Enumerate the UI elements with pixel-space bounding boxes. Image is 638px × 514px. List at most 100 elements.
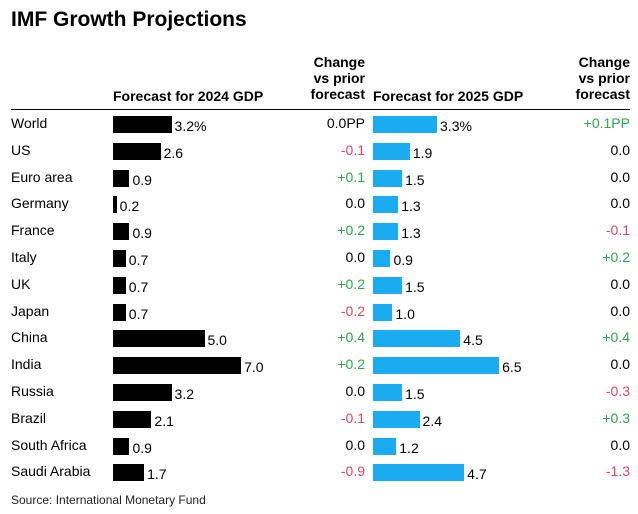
- value-label-2024: 5.0: [207, 332, 227, 349]
- change-2025: +0.4: [602, 329, 630, 346]
- country-label: Saudi Arabia: [11, 463, 91, 480]
- table-row: Russia 3.2 0.0 1.5 -0.3: [0, 378, 638, 405]
- header-change-2025-line: forecast: [575, 86, 630, 102]
- change-2024: 0.0: [345, 436, 365, 453]
- change-2025: 0.0: [610, 168, 630, 185]
- change-2025: +0.2: [602, 248, 630, 265]
- change-2025: 0.0: [610, 275, 630, 292]
- bar-2024: [113, 223, 130, 241]
- header-change-2025-line: Change: [578, 54, 630, 70]
- chart-rows: World 3.2% 0.0PP 3.3% +0.1PP US 2.6 -0.1 1.9 0.0 E…: [0, 110, 638, 485]
- header-change-2024-line: forecast: [310, 86, 365, 102]
- bar-2024: [113, 196, 117, 214]
- value-label-2025: 4.5: [463, 332, 483, 349]
- value-label-2024: 0.7: [128, 278, 149, 295]
- chart-title: IMF Growth Projections: [11, 8, 247, 31]
- change-2025: 0.0: [610, 195, 630, 212]
- change-2025: 0.0: [610, 302, 630, 319]
- country-label: Italy: [11, 248, 37, 265]
- bar-2024: [113, 357, 242, 375]
- table-row: Japan 0.7 -0.2 1.0 0.0: [0, 298, 638, 325]
- bar-2024: [113, 276, 126, 294]
- country-label: Russia: [11, 382, 54, 399]
- change-2025: -0.3: [605, 382, 630, 399]
- table-row: India 7.0 +0.2 6.5 0.0: [0, 351, 638, 378]
- table-row: Euro area 0.9 +0.1 1.5 0.0: [0, 164, 638, 191]
- table-row: China 5.0 +0.4 4.5 +0.4: [0, 324, 638, 351]
- bar-2025: [373, 276, 403, 294]
- bar-2025: [373, 383, 403, 401]
- value-label-2025: 1.9: [412, 144, 433, 161]
- bar-2025: [373, 464, 465, 482]
- bar-2025: [373, 142, 410, 160]
- country-label: Euro area: [11, 168, 73, 185]
- country-label: UK: [11, 275, 31, 292]
- value-label-2025: 0.9: [393, 251, 413, 268]
- table-row: South Africa 0.9 0.0 1.2 0.0: [0, 432, 638, 459]
- bar-2024: [113, 169, 130, 187]
- bar-2025: [373, 330, 461, 348]
- change-2025: 0.0: [610, 356, 630, 373]
- country-label: Japan: [11, 302, 50, 319]
- change-2024: 0.0: [345, 382, 365, 399]
- table-row: Saudi Arabia 1.7 -0.9 4.7 -1.3: [0, 458, 638, 485]
- table-row: Brazil 2.1 -0.1 2.4 +0.3: [0, 405, 638, 432]
- bar-2024: [113, 142, 161, 160]
- country-label: World: [11, 115, 48, 131]
- value-label-2025: 1.3: [401, 225, 421, 242]
- country-label: China: [11, 329, 48, 346]
- value-label-2024: 7.0: [244, 359, 264, 376]
- header-change-2025: Change vs prior forecast: [550, 54, 630, 102]
- header-change-2024-line: Change: [313, 54, 365, 70]
- country-label: Brazil: [11, 409, 47, 426]
- change-2025: 0.0: [610, 436, 630, 453]
- value-label-2024: 0.9: [132, 171, 152, 188]
- bar-2025: [373, 249, 391, 267]
- bar-2024: [113, 116, 172, 133]
- bar-2025: [373, 357, 500, 375]
- header-forecast-2024: Forecast for 2024 GDP: [113, 88, 264, 104]
- value-label-2024: 3.2%: [174, 118, 207, 134]
- value-label-2024: 2.6: [163, 144, 184, 161]
- value-label-2025: 4.7: [467, 466, 487, 483]
- bar-2025: [373, 116, 438, 133]
- value-label-2025: 1.5: [405, 278, 425, 295]
- change-2024: 0.0: [345, 195, 365, 212]
- table-row: UK 0.7 +0.2 1.5 0.0: [0, 271, 638, 298]
- change-2025: -0.1: [605, 222, 630, 239]
- change-2025: -1.3: [605, 463, 630, 480]
- table-row: France 0.9 +0.2 1.3 -0.1: [0, 217, 638, 244]
- table-row: Italy 0.7 0.0 0.9 +0.2: [0, 244, 638, 271]
- value-label-2025: 3.3%: [440, 118, 472, 134]
- value-label-2024: 3.2: [174, 385, 195, 402]
- value-label-2025: 1.2: [399, 439, 419, 456]
- bar-2025: [373, 196, 399, 214]
- value-label-2024: 0.9: [132, 439, 152, 456]
- country-label: Germany: [11, 195, 69, 212]
- value-label-2024: 0.2: [119, 198, 140, 215]
- value-label-2025: 1.0: [395, 305, 415, 322]
- value-label-2024: 1.7: [147, 466, 167, 483]
- country-label: US: [11, 141, 31, 158]
- change-2024: +0.2: [337, 356, 365, 373]
- bar-2024: [113, 464, 145, 482]
- bar-2025: [373, 169, 403, 187]
- bar-2024: [113, 303, 126, 321]
- value-label-2025: 1.5: [405, 171, 425, 188]
- change-2024: -0.1: [340, 409, 365, 426]
- value-label-2024: 0.7: [128, 305, 149, 322]
- bar-2024: [113, 383, 172, 401]
- bar-2025: [373, 410, 420, 428]
- change-2024: -0.1: [340, 141, 365, 158]
- change-2024: +0.1: [337, 168, 365, 185]
- change-2025: 0.0: [610, 141, 630, 158]
- header-change-2024: Change vs prior forecast: [290, 54, 365, 102]
- change-2024: 0.0PP: [326, 115, 365, 131]
- change-2025: +0.3: [602, 409, 630, 426]
- bar-2024: [113, 410, 152, 428]
- change-2024: +0.2: [337, 275, 365, 292]
- header-forecast-2025: Forecast for 2025 GDP: [373, 88, 524, 104]
- value-label-2025: 2.4: [422, 412, 443, 429]
- country-label: India: [11, 356, 42, 373]
- change-2024: -0.2: [340, 302, 365, 319]
